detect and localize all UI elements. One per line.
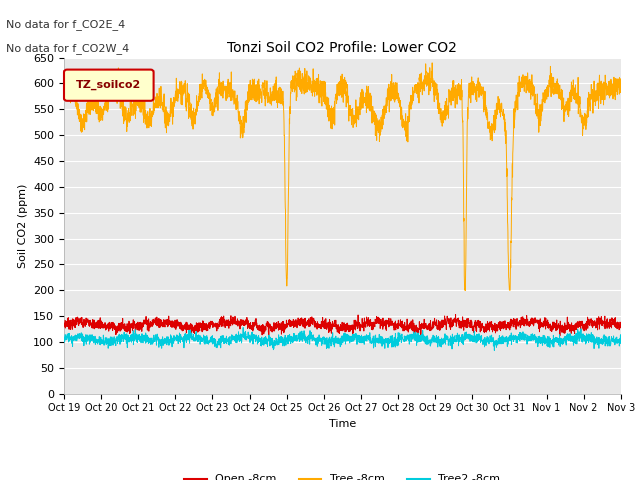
Tree -8cm xyxy=(298,77,305,83)
Text: No data for f_CO2E_4: No data for f_CO2E_4 xyxy=(6,19,125,30)
Open -8cm xyxy=(606,319,614,324)
Tree2 -8cm xyxy=(239,324,247,330)
Open -8cm xyxy=(124,329,131,335)
Legend: Open -8cm, Tree -8cm, Tree2 -8cm: Open -8cm, Tree -8cm, Tree2 -8cm xyxy=(180,470,505,480)
Open -8cm xyxy=(157,324,164,330)
X-axis label: Time: Time xyxy=(329,419,356,429)
Tree2 -8cm xyxy=(547,336,554,341)
Tree -8cm xyxy=(428,60,436,66)
Tree2 -8cm xyxy=(298,328,306,334)
Tree2 -8cm xyxy=(490,348,498,353)
Line: Tree2 -8cm: Tree2 -8cm xyxy=(64,327,621,350)
Tree2 -8cm xyxy=(617,332,625,337)
Open -8cm xyxy=(298,315,305,321)
Tree -8cm xyxy=(606,85,614,91)
Text: TZ_soilco2: TZ_soilco2 xyxy=(76,80,141,90)
Y-axis label: Soil CO2 (ppm): Soil CO2 (ppm) xyxy=(17,183,28,268)
Tree -8cm xyxy=(617,85,625,91)
Tree -8cm xyxy=(547,79,554,84)
Tree -8cm xyxy=(461,288,468,293)
Open -8cm xyxy=(556,333,564,339)
Tree2 -8cm xyxy=(124,338,131,344)
Tree -8cm xyxy=(274,105,282,110)
Title: Tonzi Soil CO2 Profile: Lower CO2: Tonzi Soil CO2 Profile: Lower CO2 xyxy=(227,41,458,55)
Tree -8cm xyxy=(60,92,68,97)
Open -8cm xyxy=(274,322,282,327)
Tree2 -8cm xyxy=(274,341,282,347)
Line: Tree -8cm: Tree -8cm xyxy=(64,63,621,290)
Open -8cm xyxy=(617,322,625,327)
Tree -8cm xyxy=(157,95,164,100)
Text: No data for f_CO2W_4: No data for f_CO2W_4 xyxy=(6,43,130,54)
Tree -8cm xyxy=(124,123,131,129)
Open -8cm xyxy=(546,321,554,327)
Tree2 -8cm xyxy=(157,342,164,348)
Tree2 -8cm xyxy=(606,343,614,349)
Tree2 -8cm xyxy=(60,332,68,338)
Open -8cm xyxy=(60,318,68,324)
Line: Open -8cm: Open -8cm xyxy=(64,314,621,336)
Open -8cm xyxy=(452,312,460,317)
